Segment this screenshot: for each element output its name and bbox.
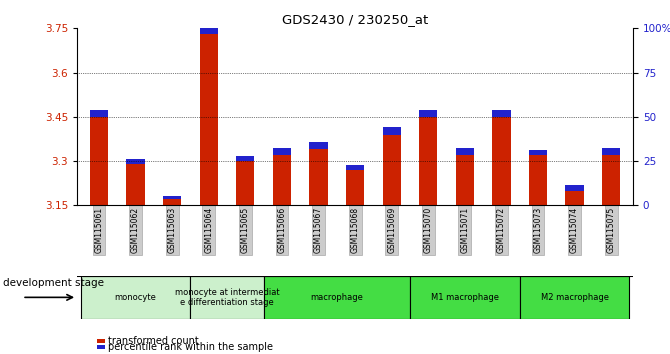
Bar (237, 161, 255, 205)
Bar (456, 148, 474, 155)
Bar (456, 155, 474, 205)
Text: M2 macrophage: M2 macrophage (541, 293, 608, 302)
Text: development stage: development stage (3, 278, 105, 288)
Title: GDS2430 / 230250_at: GDS2430 / 230250_at (282, 13, 428, 26)
Bar (127, 159, 145, 164)
Bar (346, 165, 364, 170)
Bar (237, 156, 255, 161)
Bar (602, 148, 620, 155)
Bar (492, 117, 511, 205)
Bar (310, 149, 328, 205)
Bar (410, 276, 520, 319)
Text: transformed count: transformed count (108, 336, 198, 346)
Bar (310, 142, 328, 149)
Bar (163, 199, 182, 205)
Bar (419, 110, 438, 117)
Bar (492, 110, 511, 117)
Bar (273, 148, 291, 155)
Bar (565, 185, 584, 190)
Bar (80, 276, 190, 319)
Bar (200, 34, 218, 205)
Bar (200, 25, 218, 34)
Bar (419, 117, 438, 205)
Text: monocyte at intermediat
e differentiation stage: monocyte at intermediat e differentiatio… (175, 288, 279, 307)
Text: macrophage: macrophage (310, 293, 363, 302)
Bar (190, 276, 263, 319)
Bar (273, 155, 291, 205)
Text: M1 macrophage: M1 macrophage (431, 293, 499, 302)
Bar (346, 170, 364, 205)
Bar (529, 150, 547, 155)
Text: percentile rank within the sample: percentile rank within the sample (108, 342, 273, 352)
Bar (90, 110, 108, 117)
Bar (127, 164, 145, 205)
Text: monocyte: monocyte (115, 293, 157, 302)
Bar (263, 276, 410, 319)
Bar (163, 196, 182, 199)
Bar (602, 155, 620, 205)
Bar (383, 135, 401, 205)
Bar (383, 127, 401, 135)
Bar (529, 155, 547, 205)
Bar (565, 190, 584, 205)
Bar (90, 117, 108, 205)
Bar (520, 276, 630, 319)
